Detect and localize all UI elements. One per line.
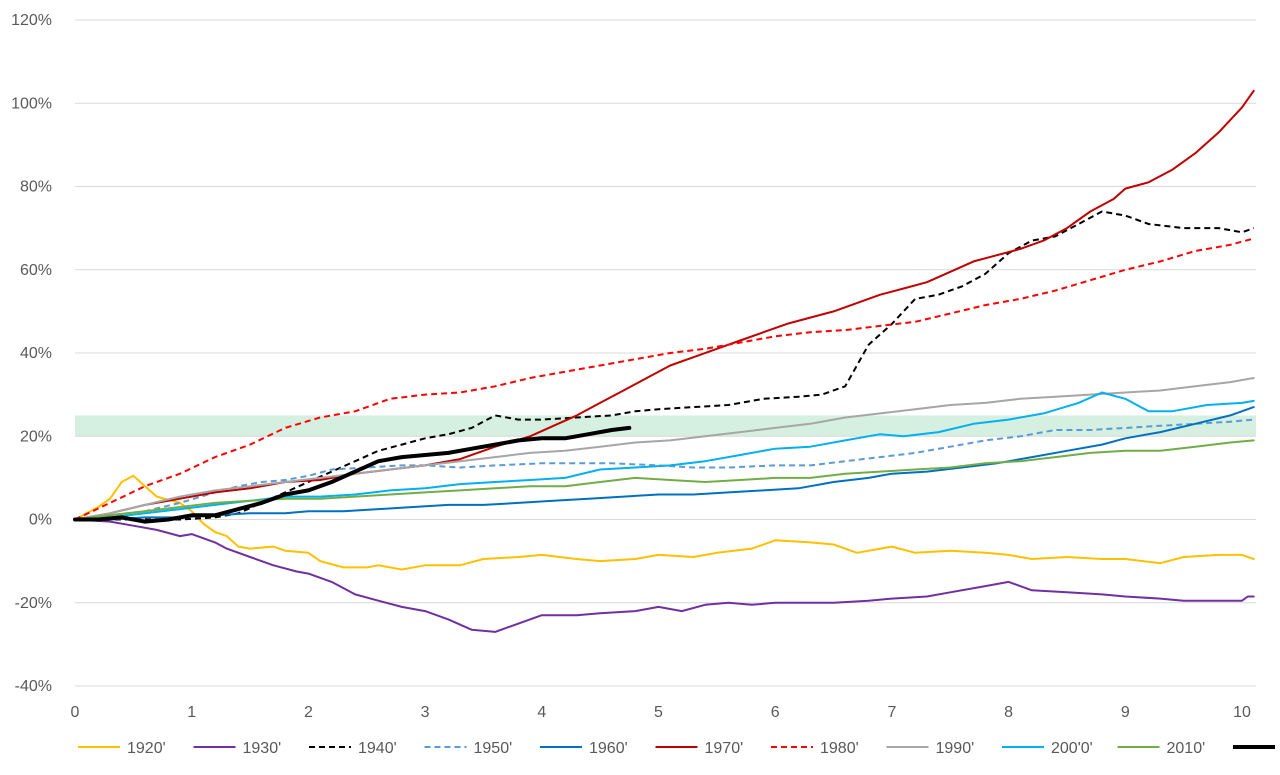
x-tick-label-0: 0 — [71, 704, 80, 721]
x-tick-label-3: 3 — [421, 704, 430, 721]
series-line-1940 — [75, 210, 1255, 521]
x-tick-label-4: 4 — [537, 704, 546, 721]
y-tick-label-20: 20% — [20, 428, 52, 445]
x-tick-label-8: 8 — [1004, 704, 1013, 721]
legend-label-200-0: 200'0' — [1051, 740, 1093, 757]
legend-label-1930: 1930' — [243, 740, 282, 757]
y-tick-label-60: 60% — [20, 262, 52, 279]
series-line-2010 — [74, 439, 1255, 521]
target-band — [75, 415, 1256, 437]
y-tick-label-120: 120% — [11, 12, 52, 29]
legend-label-1970: 1970' — [705, 740, 744, 757]
x-axis-ticks: 0 1 2 3 4 5 6 7 8 9 10 — [71, 704, 1251, 721]
legend-label-1960: 1960' — [589, 740, 628, 757]
legend-label-1920: 1920' — [127, 740, 166, 757]
series-line-2020 — [73, 425, 632, 524]
gridlines — [75, 19, 1256, 687]
series-line-1920 — [74, 474, 1255, 571]
y-tick-label-40: -40% — [15, 678, 52, 695]
x-tick-label-6: 6 — [771, 704, 780, 721]
legend-label-1940: 1940' — [358, 740, 397, 757]
legend-label-1980: 1980' — [820, 740, 859, 757]
series-line-1970 — [74, 89, 1255, 521]
series-line-1960 — [74, 406, 1255, 521]
legend-label-1990: 1990' — [936, 740, 975, 757]
series-line-1980 — [74, 237, 1254, 521]
x-tick-label-2: 2 — [304, 704, 313, 721]
x-tick-label-9: 9 — [1121, 704, 1130, 721]
target-band-layer — [75, 415, 1256, 437]
legend: 1920' 1930' 1940' 1950' 1960' 1970' 1980' 1990'… — [78, 740, 1275, 757]
series-line-1930 — [74, 518, 1255, 633]
series-line-1990 — [74, 377, 1255, 521]
y-tick-label-40: 40% — [20, 345, 52, 362]
y-tick-label-100: 100% — [11, 95, 52, 112]
y-tick-label-0: 0% — [29, 512, 52, 529]
legend-label-2010: 2010' — [1167, 740, 1206, 757]
y-axis-ticks: -40% -20% 0% 20% 40% 60% 80% 100% 120% — [11, 12, 52, 695]
x-tick-label-7: 7 — [887, 704, 896, 721]
legend-label-1950: 1950' — [474, 740, 513, 757]
x-tick-label-1: 1 — [187, 704, 196, 721]
series-lines — [73, 89, 1255, 633]
y-tick-label-20: -20% — [15, 595, 52, 612]
series-line-1950 — [74, 418, 1254, 521]
x-tick-label-10: 10 — [1233, 704, 1251, 721]
y-tick-label-80: 80% — [20, 179, 52, 196]
x-tick-label-5: 5 — [654, 704, 663, 721]
